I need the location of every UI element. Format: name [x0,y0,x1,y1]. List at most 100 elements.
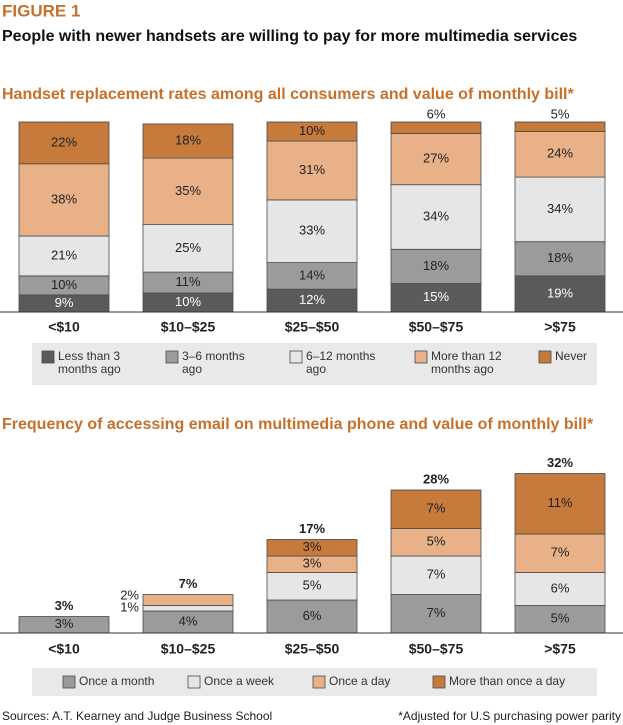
legend-label: More than 12 months ago [431,349,502,376]
value-label: 34% [423,208,449,223]
value-label: 25% [175,240,201,255]
bar-segment [390,248,482,284]
value-label: 6% [427,106,446,121]
value-label: 12% [299,292,325,307]
chart-title: Handset replacement rates among all cons… [2,86,574,103]
legend-label: Less than 3 months ago [58,349,121,376]
value-label: 3% [55,616,74,631]
legend-label: 3–6 months ago [182,349,245,376]
legend-label: Once a month [79,674,155,688]
value-label: 18% [175,132,201,147]
value-label: 5% [551,611,570,626]
value-label: 3% [303,556,322,571]
x-tick-label: <$10 [48,641,80,657]
value-label: 6% [303,608,322,623]
x-tick-label: $10–$25 [161,319,216,335]
bar-segment [266,199,358,263]
value-label: 14% [299,267,325,282]
bar-segment [390,528,482,557]
value-label: 4% [179,613,198,628]
bar-segment [390,184,482,250]
bar-segment [266,539,358,557]
total-label: 28% [423,471,449,486]
value-label: 15% [423,289,449,304]
total-label: 7% [179,576,198,591]
legend-swatch [312,675,326,689]
value-label: 38% [51,191,77,206]
total-label: 17% [299,521,325,536]
bar-segment [514,572,606,606]
legend-label: 6–12 months ago [306,349,376,376]
legend-box [32,343,597,385]
legend-swatch [187,675,201,689]
value-label: 9% [55,295,74,310]
x-tick-label: $10–$25 [161,641,216,657]
bar-segment [266,262,358,290]
value-label: 19% [547,285,573,300]
bar-segment [266,572,358,601]
legend-swatch [165,350,179,364]
legend-label: Never [555,349,588,363]
bar-segment [390,132,482,186]
value-label: 22% [51,134,77,149]
value-label: 34% [547,201,573,216]
x-tick-label: <$10 [48,319,80,335]
bar-segment [18,121,110,165]
bar-segment [142,123,234,159]
legend-swatch [289,350,303,364]
value-label: 21% [51,247,77,262]
legend-label: Once a week [204,674,275,688]
x-tick-label: $50–$75 [409,641,464,657]
bar-segment [514,176,606,243]
value-label: 35% [175,183,201,198]
value-label: 10% [51,277,77,292]
value-label: 18% [547,250,573,265]
value-label: 5% [303,578,322,593]
legend-swatch [41,350,55,364]
legend-label: Once a day [329,674,391,688]
x-tick-label: $25–$50 [285,319,340,335]
figure-subtitle: People with newer handsets are willing t… [2,28,577,45]
value-label: 7% [427,567,446,582]
legend-swatch [432,675,446,689]
legend-swatch [538,350,552,364]
value-label: 31% [299,162,325,177]
total-label: 3% [55,598,74,613]
bar-segment [142,594,234,606]
bar-segment [514,131,606,178]
value-label: 2% [120,587,139,602]
value-label: 10% [299,123,325,138]
figure-label: FIGURE 1 [2,1,80,20]
value-label: 1% [120,600,139,615]
x-tick-label: >$75 [544,641,576,657]
value-label: 11% [547,495,572,510]
chart-title: Frequency of accessing email on multimed… [2,416,594,433]
bar-segment [514,533,606,573]
bar-segment [266,599,358,634]
value-label: 7% [427,605,446,620]
x-tick-label: >$75 [544,319,576,335]
bar-segment [266,140,358,201]
value-label: 7% [551,545,570,560]
legend-label: More than once a day [449,674,566,688]
note: *Adjusted for U.S purchasing power parit… [398,709,621,723]
value-label: 10% [175,294,201,309]
source: Sources: A.T. Kearney and Judge Business… [2,709,272,723]
value-label: 3% [303,539,322,554]
value-label: 7% [427,501,446,516]
bar-segment [514,473,606,535]
value-label: 24% [547,146,573,161]
value-label: 5% [427,534,446,549]
x-tick-label: $25–$50 [285,641,340,657]
bar-segment [390,489,482,529]
value-label: 18% [423,258,449,273]
x-tick-label: $50–$75 [409,319,464,335]
bar-segment [142,157,234,226]
legend-swatch [414,350,428,364]
value-label: 33% [299,223,325,238]
value-label: 11% [175,274,200,289]
bar-segment [390,121,482,134]
bar-segment [514,121,606,132]
